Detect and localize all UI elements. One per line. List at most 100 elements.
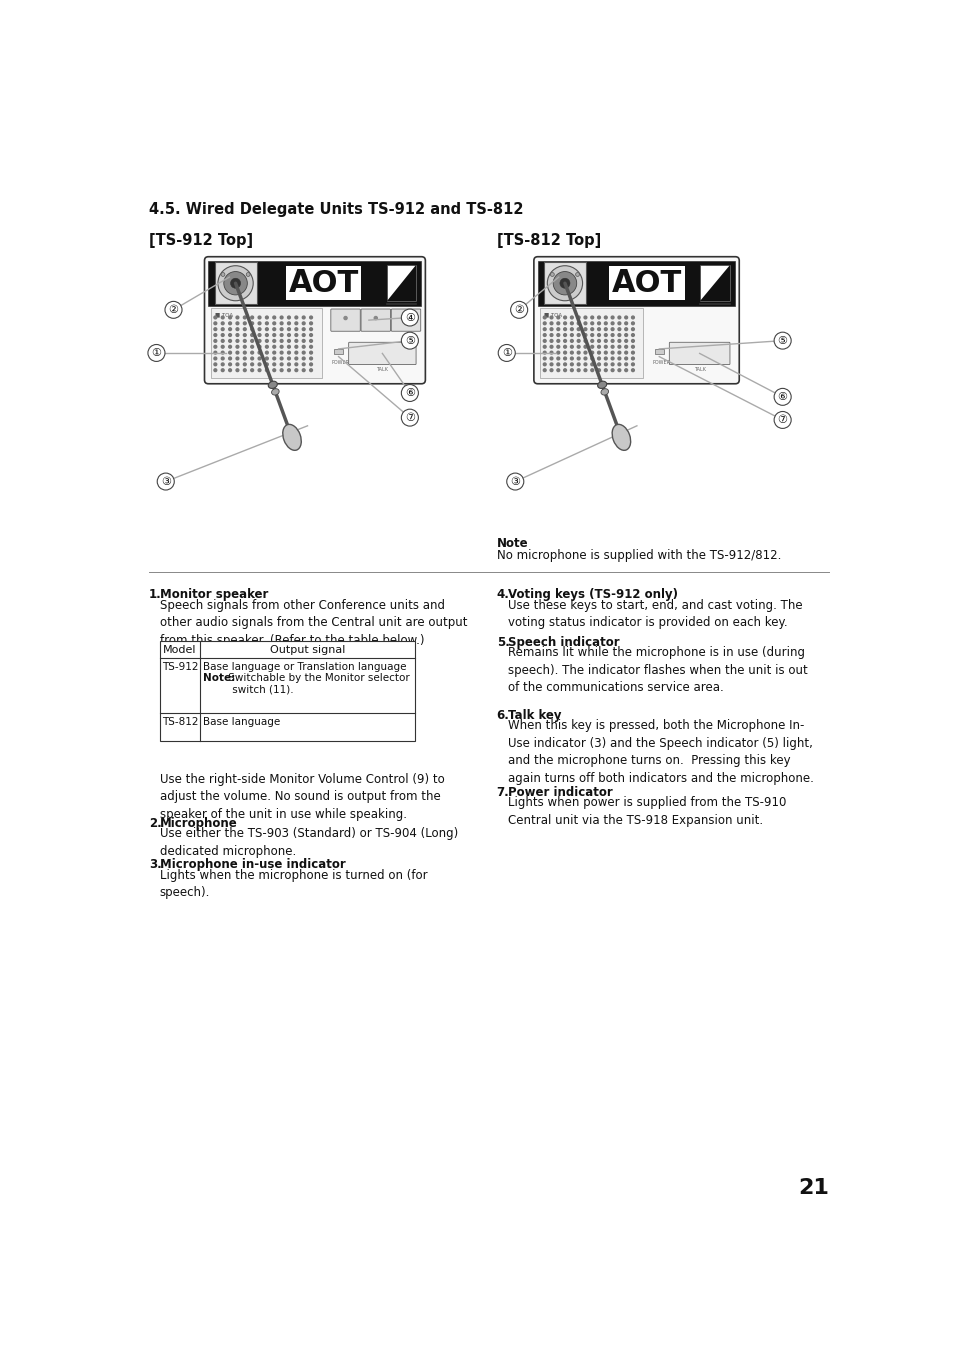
Circle shape	[302, 369, 305, 371]
Circle shape	[597, 351, 599, 354]
Circle shape	[221, 363, 224, 366]
Circle shape	[604, 339, 606, 343]
Circle shape	[294, 346, 297, 348]
Bar	[208, 261, 421, 306]
Circle shape	[550, 363, 553, 366]
Circle shape	[590, 316, 593, 319]
Circle shape	[604, 358, 606, 360]
Circle shape	[557, 346, 559, 348]
Circle shape	[570, 333, 573, 336]
Circle shape	[577, 321, 579, 325]
Circle shape	[258, 333, 261, 336]
Circle shape	[597, 328, 599, 331]
Text: Use these keys to start, end, and cast voting. The
voting status indicator is pr: Use these keys to start, end, and cast v…	[507, 598, 801, 629]
Circle shape	[563, 339, 566, 343]
Circle shape	[221, 321, 224, 325]
Circle shape	[287, 316, 290, 319]
Text: ③: ③	[510, 477, 519, 486]
Circle shape	[235, 321, 238, 325]
Circle shape	[302, 339, 305, 343]
Circle shape	[583, 333, 586, 336]
Circle shape	[302, 363, 305, 366]
Circle shape	[294, 369, 297, 371]
Circle shape	[543, 333, 545, 336]
Circle shape	[401, 409, 418, 427]
Circle shape	[618, 339, 620, 343]
Circle shape	[543, 328, 545, 331]
Circle shape	[265, 369, 268, 371]
Circle shape	[506, 472, 523, 490]
Circle shape	[235, 358, 238, 360]
Circle shape	[624, 369, 627, 371]
Circle shape	[575, 273, 578, 277]
Circle shape	[597, 363, 599, 366]
Circle shape	[590, 351, 593, 354]
Circle shape	[310, 369, 313, 371]
Text: TALK: TALK	[376, 367, 388, 371]
Circle shape	[611, 358, 614, 360]
Text: ■ TOA: ■ TOA	[214, 312, 233, 317]
Circle shape	[563, 351, 566, 354]
Text: Voting keys (TS-912 only): Voting keys (TS-912 only)	[507, 587, 677, 601]
Text: TS-912: TS-912	[162, 662, 198, 672]
Circle shape	[302, 346, 305, 348]
Circle shape	[229, 328, 232, 331]
Circle shape	[631, 333, 634, 336]
Circle shape	[229, 351, 232, 354]
Circle shape	[235, 351, 238, 354]
Text: ③: ③	[161, 477, 171, 486]
Circle shape	[344, 316, 347, 320]
Text: Base language: Base language	[203, 717, 280, 728]
Circle shape	[563, 346, 566, 348]
Circle shape	[604, 321, 606, 325]
Circle shape	[550, 358, 553, 360]
Circle shape	[624, 321, 627, 325]
Circle shape	[280, 363, 283, 366]
Text: Use either the TS-903 (Standard) or TS-904 (Long)
dedicated microphone.: Use either the TS-903 (Standard) or TS-9…	[159, 828, 457, 857]
Bar	[700, 265, 729, 301]
Circle shape	[570, 358, 573, 360]
Ellipse shape	[597, 381, 606, 389]
Polygon shape	[700, 265, 729, 301]
Circle shape	[631, 351, 634, 354]
Circle shape	[590, 363, 593, 366]
Circle shape	[287, 321, 290, 325]
Circle shape	[597, 369, 599, 371]
Circle shape	[287, 333, 290, 336]
FancyBboxPatch shape	[331, 309, 360, 331]
Circle shape	[550, 351, 553, 354]
Circle shape	[243, 333, 246, 336]
Circle shape	[258, 358, 261, 360]
Circle shape	[287, 369, 290, 371]
Circle shape	[497, 344, 515, 362]
Circle shape	[246, 273, 250, 277]
Circle shape	[294, 351, 297, 354]
Circle shape	[229, 363, 232, 366]
Circle shape	[570, 363, 573, 366]
Circle shape	[577, 358, 579, 360]
Text: ⑦: ⑦	[404, 413, 415, 423]
Circle shape	[550, 346, 553, 348]
Circle shape	[618, 363, 620, 366]
Circle shape	[590, 333, 593, 336]
Circle shape	[618, 369, 620, 371]
Text: Note: Note	[497, 537, 528, 549]
Circle shape	[570, 316, 573, 319]
Circle shape	[631, 321, 634, 325]
Circle shape	[258, 321, 261, 325]
Circle shape	[550, 333, 553, 336]
Circle shape	[631, 339, 634, 343]
Circle shape	[618, 316, 620, 319]
Circle shape	[310, 321, 313, 325]
Circle shape	[570, 369, 573, 371]
Circle shape	[243, 346, 246, 348]
Text: TALK: TALK	[693, 367, 705, 371]
Text: 3.: 3.	[149, 859, 161, 871]
Text: 6.: 6.	[497, 709, 509, 722]
Circle shape	[213, 358, 216, 360]
Circle shape	[590, 346, 593, 348]
Circle shape	[773, 412, 790, 428]
Circle shape	[570, 346, 573, 348]
Text: ⑥: ⑥	[777, 392, 787, 402]
Circle shape	[258, 363, 261, 366]
